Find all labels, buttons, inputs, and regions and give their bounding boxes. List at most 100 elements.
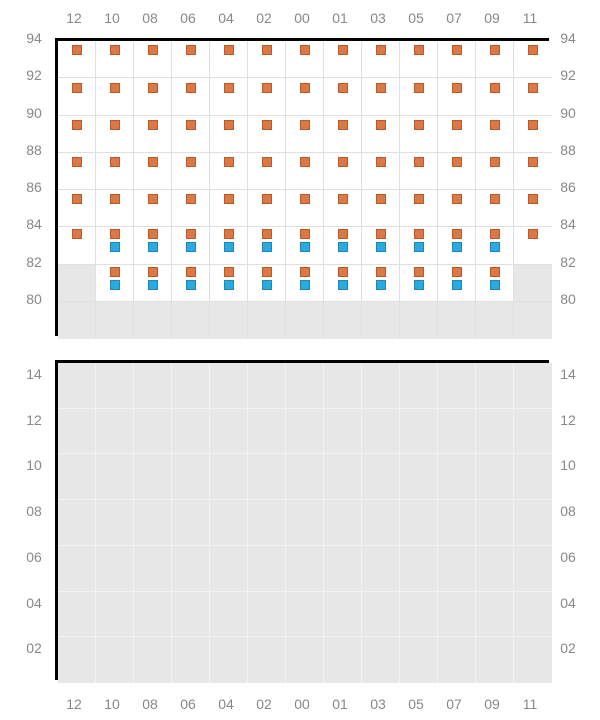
row-label-right: 08: [556, 503, 580, 519]
grid-cell: [172, 637, 210, 683]
col-label-top: 08: [138, 10, 162, 26]
grid-cell: [58, 592, 96, 638]
grid-cell: [96, 592, 134, 638]
row-label-right: 84: [556, 216, 580, 232]
grid-cell: [514, 302, 552, 339]
row-label-left: 14: [22, 366, 46, 382]
grid-cell: [514, 637, 552, 683]
grid-cell: [248, 592, 286, 638]
col-label-bottom: 03: [366, 696, 390, 712]
data-marker-blue: [414, 242, 424, 252]
row-label-left: 80: [22, 291, 46, 307]
grid-cell: [438, 454, 476, 500]
data-marker-orange: [300, 45, 310, 55]
data-marker-blue: [148, 280, 158, 290]
col-label-top: 02: [252, 10, 276, 26]
col-label-top: 11: [518, 10, 542, 26]
grid-cell: [400, 546, 438, 592]
data-marker-orange: [414, 194, 424, 204]
data-marker-blue: [452, 280, 462, 290]
row-label-left: 92: [22, 67, 46, 83]
grid-cell: [438, 363, 476, 409]
grid-cell: [172, 500, 210, 546]
data-marker-orange: [148, 83, 158, 93]
grid-panel-bottom: [55, 360, 549, 680]
grid-cell: [286, 592, 324, 638]
data-marker-blue: [224, 242, 234, 252]
data-marker-orange: [224, 83, 234, 93]
data-marker-blue: [262, 280, 272, 290]
grid-cell: [514, 592, 552, 638]
data-marker-orange: [110, 83, 120, 93]
grid-cell: [58, 500, 96, 546]
grid-cell: [210, 592, 248, 638]
data-marker-orange: [148, 267, 158, 277]
row-label-left: 06: [22, 549, 46, 565]
grid-cell: [400, 363, 438, 409]
data-marker-orange: [490, 194, 500, 204]
grid-cell: [514, 409, 552, 455]
grid-cell: [210, 409, 248, 455]
col-label-top: 09: [480, 10, 504, 26]
grid-cell: [362, 302, 400, 339]
col-label-bottom: 01: [328, 696, 352, 712]
row-label-right: 80: [556, 291, 580, 307]
grid-cell: [286, 302, 324, 339]
grid-cell: [476, 637, 514, 683]
data-marker-orange: [414, 229, 424, 239]
grid-cell: [438, 637, 476, 683]
data-marker-orange: [528, 229, 538, 239]
row-label-right: 86: [556, 179, 580, 195]
data-marker-orange: [72, 194, 82, 204]
data-marker-orange: [300, 120, 310, 130]
grid-cell: [210, 500, 248, 546]
grid-cell: [172, 409, 210, 455]
data-marker-orange: [490, 157, 500, 167]
data-marker-orange: [186, 157, 196, 167]
grid-cell: [514, 546, 552, 592]
row-label-left: 94: [22, 30, 46, 46]
grid-cell: [362, 454, 400, 500]
data-marker-orange: [490, 120, 500, 130]
grid-cell: [172, 454, 210, 500]
data-marker-orange: [262, 157, 272, 167]
data-marker-blue: [262, 242, 272, 252]
data-marker-orange: [224, 194, 234, 204]
col-label-bottom: 09: [480, 696, 504, 712]
grid-cell: [514, 363, 552, 409]
grid-cell: [210, 302, 248, 339]
grid-cell: [210, 637, 248, 683]
grid-cell: [210, 363, 248, 409]
col-label-top: 06: [176, 10, 200, 26]
grid-cell: [400, 302, 438, 339]
grid-cell: [96, 637, 134, 683]
row-label-left: 10: [22, 457, 46, 473]
data-marker-orange: [452, 83, 462, 93]
data-marker-orange: [376, 229, 386, 239]
grid-cell: [286, 546, 324, 592]
col-label-top: 01: [328, 10, 352, 26]
col-label-top: 07: [442, 10, 466, 26]
data-marker-orange: [452, 157, 462, 167]
grid-cell: [514, 454, 552, 500]
data-marker-blue: [148, 242, 158, 252]
data-marker-blue: [338, 280, 348, 290]
col-label-top: 05: [404, 10, 428, 26]
grid-cell: [172, 302, 210, 339]
data-marker-orange: [414, 157, 424, 167]
col-label-top: 10: [100, 10, 124, 26]
row-label-right: 02: [556, 640, 580, 656]
data-marker-blue: [110, 280, 120, 290]
grid-cell: [438, 500, 476, 546]
grid-cell: [96, 546, 134, 592]
grid-cell: [134, 500, 172, 546]
data-marker-orange: [72, 45, 82, 55]
data-marker-orange: [110, 267, 120, 277]
grid-cell: [134, 302, 172, 339]
grid-cell: [362, 637, 400, 683]
row-label-left: 08: [22, 503, 46, 519]
grid-cell: [400, 592, 438, 638]
data-marker-orange: [376, 120, 386, 130]
data-marker-orange: [110, 157, 120, 167]
grid-cell: [286, 409, 324, 455]
